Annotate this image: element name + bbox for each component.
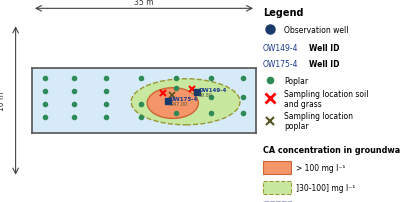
Bar [263,161,291,174]
Bar [263,201,291,202]
Text: ]30-100] mg l⁻¹: ]30-100] mg l⁻¹ [296,183,356,192]
Text: 247.00: 247.00 [170,102,187,107]
Text: OW149-4: OW149-4 [263,44,298,53]
Text: 35 m: 35 m [134,0,154,6]
Text: CA concentration in groundwater: CA concentration in groundwater [263,145,400,154]
Text: OW149-4: OW149-4 [199,87,228,92]
Text: 10 m: 10 m [0,91,6,111]
Text: 59.80: 59.80 [199,93,213,98]
Text: > 100 mg l⁻¹: > 100 mg l⁻¹ [296,163,346,172]
Ellipse shape [131,79,240,125]
Text: Well ID: Well ID [309,44,340,53]
Text: Sampling location soil
and grass: Sampling location soil and grass [284,89,368,109]
Ellipse shape [147,88,198,119]
Text: OW175-4: OW175-4 [170,96,199,101]
Text: Sampling location
poplar: Sampling location poplar [284,112,353,131]
Text: Legend: Legend [263,8,303,18]
Bar [263,181,291,194]
Text: Poplar: Poplar [284,76,308,85]
Text: Observation well: Observation well [284,26,348,35]
Text: Well ID: Well ID [309,60,340,69]
Text: OW175-4: OW175-4 [263,60,298,69]
